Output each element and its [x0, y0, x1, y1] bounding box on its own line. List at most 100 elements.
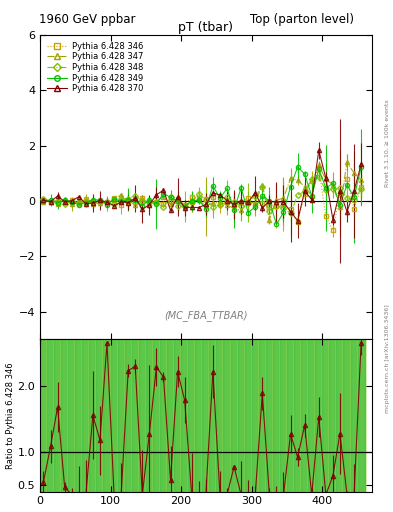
- Bar: [231, 339, 238, 492]
- Bar: [47, 339, 54, 492]
- Bar: [231, 339, 238, 492]
- Bar: [68, 339, 75, 492]
- Bar: [287, 339, 294, 492]
- Bar: [202, 339, 209, 492]
- Bar: [322, 339, 329, 492]
- Bar: [61, 339, 68, 492]
- Bar: [329, 339, 336, 492]
- Bar: [125, 339, 132, 492]
- Bar: [75, 339, 82, 492]
- Text: Rivet 3.1.10, ≥ 100k events: Rivet 3.1.10, ≥ 100k events: [385, 99, 389, 187]
- Text: Top (parton level): Top (parton level): [250, 13, 354, 26]
- Bar: [103, 339, 110, 492]
- Bar: [96, 339, 103, 492]
- Bar: [188, 339, 195, 492]
- Bar: [358, 339, 365, 492]
- Bar: [139, 339, 146, 492]
- Bar: [110, 339, 118, 492]
- Bar: [146, 339, 153, 492]
- Bar: [118, 339, 125, 492]
- Bar: [308, 339, 315, 492]
- Bar: [238, 339, 245, 492]
- Bar: [174, 339, 181, 492]
- Bar: [103, 339, 110, 492]
- Bar: [75, 339, 82, 492]
- Bar: [224, 339, 231, 492]
- Bar: [174, 339, 181, 492]
- Title: pT (tbar): pT (tbar): [178, 21, 233, 34]
- Bar: [125, 339, 132, 492]
- Bar: [259, 339, 266, 492]
- Bar: [125, 339, 132, 492]
- Bar: [273, 339, 280, 492]
- Bar: [75, 339, 82, 492]
- Bar: [329, 339, 336, 492]
- Bar: [252, 339, 259, 492]
- Bar: [209, 339, 217, 492]
- Bar: [217, 339, 224, 492]
- Bar: [266, 339, 273, 492]
- Bar: [336, 339, 343, 492]
- Bar: [167, 339, 174, 492]
- Bar: [110, 339, 118, 492]
- Text: mcplots.cern.ch [arXiv:1306.3436]: mcplots.cern.ch [arXiv:1306.3436]: [385, 304, 389, 413]
- Bar: [188, 339, 195, 492]
- Bar: [82, 339, 89, 492]
- Bar: [89, 339, 96, 492]
- Bar: [132, 339, 139, 492]
- Bar: [132, 339, 139, 492]
- Bar: [160, 339, 167, 492]
- Bar: [351, 339, 358, 492]
- Bar: [336, 339, 343, 492]
- Bar: [294, 339, 301, 492]
- Bar: [160, 339, 167, 492]
- Bar: [315, 339, 322, 492]
- Bar: [61, 339, 68, 492]
- Bar: [343, 339, 351, 492]
- Bar: [308, 339, 315, 492]
- Bar: [202, 339, 209, 492]
- Bar: [266, 339, 273, 492]
- Bar: [118, 339, 125, 492]
- Bar: [54, 339, 61, 492]
- Bar: [68, 339, 75, 492]
- Bar: [139, 339, 146, 492]
- Bar: [195, 339, 202, 492]
- Bar: [61, 339, 68, 492]
- Bar: [308, 339, 315, 492]
- Bar: [68, 339, 75, 492]
- Bar: [47, 339, 54, 492]
- Bar: [146, 339, 153, 492]
- Bar: [181, 339, 188, 492]
- Bar: [315, 339, 322, 492]
- Bar: [336, 339, 343, 492]
- Bar: [139, 339, 146, 492]
- Bar: [351, 339, 358, 492]
- Bar: [96, 339, 103, 492]
- Bar: [266, 339, 273, 492]
- Bar: [351, 339, 358, 492]
- Bar: [245, 339, 252, 492]
- Bar: [89, 339, 96, 492]
- Bar: [118, 339, 125, 492]
- Bar: [217, 339, 224, 492]
- Bar: [209, 339, 217, 492]
- Bar: [202, 339, 209, 492]
- Bar: [358, 339, 365, 492]
- Bar: [118, 339, 125, 492]
- Bar: [273, 339, 280, 492]
- Bar: [259, 339, 266, 492]
- Bar: [188, 339, 195, 492]
- Bar: [252, 339, 259, 492]
- Bar: [280, 339, 287, 492]
- Bar: [82, 339, 89, 492]
- Bar: [245, 339, 252, 492]
- Bar: [47, 339, 54, 492]
- Bar: [329, 339, 336, 492]
- Bar: [89, 339, 96, 492]
- Bar: [110, 339, 118, 492]
- Legend: Pythia 6.428 346, Pythia 6.428 347, Pythia 6.428 348, Pythia 6.428 349, Pythia 6: Pythia 6.428 346, Pythia 6.428 347, Pyth…: [44, 39, 145, 96]
- Bar: [146, 339, 153, 492]
- Bar: [153, 339, 160, 492]
- Bar: [209, 339, 217, 492]
